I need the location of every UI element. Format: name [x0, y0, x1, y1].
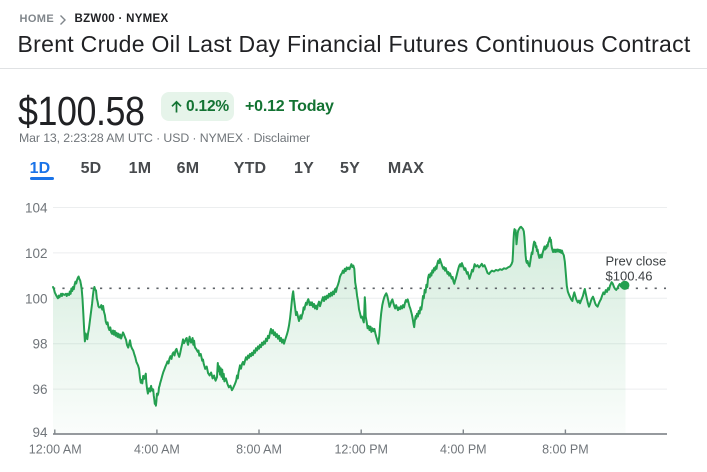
svg-text:4:00 AM: 4:00 AM [134, 443, 180, 457]
svg-text:8:00 PM: 8:00 PM [542, 443, 589, 457]
svg-text:94: 94 [32, 425, 48, 440]
svg-text:8:00 AM: 8:00 AM [236, 443, 282, 457]
svg-text:104: 104 [25, 201, 48, 216]
svg-text:96: 96 [32, 382, 47, 397]
svg-text:12:00 PM: 12:00 PM [334, 443, 388, 457]
svg-text:$100.46: $100.46 [606, 269, 653, 284]
svg-text:4:00 PM: 4:00 PM [440, 443, 487, 457]
svg-text:Prev close: Prev close [606, 254, 667, 269]
svg-text:98: 98 [32, 337, 47, 352]
svg-text:12:00 AM: 12:00 AM [29, 443, 82, 457]
svg-text:102: 102 [25, 246, 48, 261]
svg-text:100: 100 [25, 291, 48, 306]
